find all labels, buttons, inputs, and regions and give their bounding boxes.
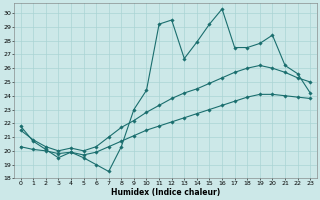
X-axis label: Humidex (Indice chaleur): Humidex (Indice chaleur) xyxy=(111,188,220,197)
